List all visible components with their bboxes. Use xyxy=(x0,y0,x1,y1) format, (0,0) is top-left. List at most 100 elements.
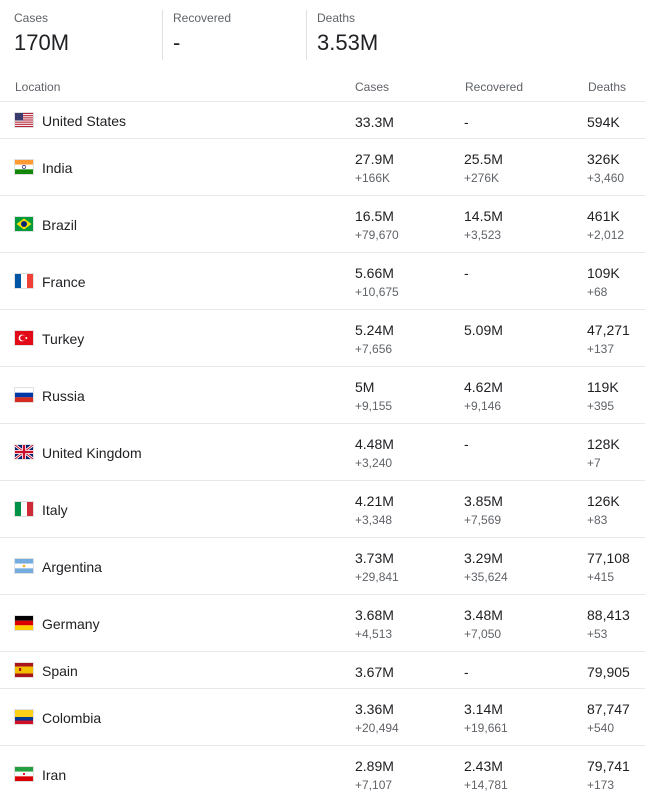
cases-delta: +20,494 xyxy=(355,721,399,735)
table-row[interactable]: Germany 3.68M +4,513 3.48M +7,050 88,413 +53 xyxy=(0,595,645,652)
recovered-value: 3.85M xyxy=(464,493,503,509)
table-row[interactable]: Italy 4.21M +3,348 3.85M +7,569 126K +83 xyxy=(0,481,645,538)
summary-cases-value: 170M xyxy=(14,30,70,55)
recovered-cell: - xyxy=(464,264,469,282)
recovered-value: 14.5M xyxy=(464,208,503,224)
iran-flag-icon xyxy=(14,766,34,782)
recovered-value: 3.14M xyxy=(464,701,503,717)
deaths-cell: 128K +7 xyxy=(587,435,620,471)
deaths-value: 128K xyxy=(587,436,620,452)
france-flag-icon xyxy=(14,273,34,289)
recovered-value: 25.5M xyxy=(464,151,503,167)
cases-cell: 2.89M +7,107 xyxy=(355,757,394,793)
recovered-cell: 3.48M +7,050 xyxy=(464,606,503,642)
table-row[interactable]: Spain 3.67M - 79,905 xyxy=(0,652,645,689)
location-name: Colombia xyxy=(42,710,102,726)
recovered-value: 4.62M xyxy=(464,379,503,395)
recovered-delta: +19,661 xyxy=(464,721,508,735)
header-location[interactable]: Location xyxy=(15,80,61,94)
header-deaths[interactable]: Deaths xyxy=(588,80,627,94)
deaths-delta: +7 xyxy=(587,456,601,470)
table-row[interactable]: Brazil 16.5M +79,670 14.5M +3,523 461K +2,012 xyxy=(0,196,645,253)
recovered-cell: 5.09M xyxy=(464,321,503,339)
summary-stats: Cases 170M Recovered - Deaths 3.53M xyxy=(0,0,645,64)
recovered-value: 3.29M xyxy=(464,550,503,566)
header-recovered[interactable]: Recovered xyxy=(465,80,524,94)
cases-delta: +4,513 xyxy=(355,627,393,641)
summary-deaths-value: 3.53M xyxy=(317,30,379,55)
germany-flag-icon xyxy=(14,615,34,631)
cases-cell: 5.66M +10,675 xyxy=(355,264,399,300)
table-row[interactable]: India 27.9M +166K 25.5M +276K 326K +3,460 xyxy=(0,139,645,196)
deaths-delta: +53 xyxy=(587,627,608,641)
cases-delta: +7,107 xyxy=(355,778,393,792)
recovered-delta: +35,624 xyxy=(464,570,508,584)
summary-recovered-value: - xyxy=(173,30,181,55)
deaths-delta: +83 xyxy=(587,513,608,527)
table-row[interactable]: Iran 2.89M +7,107 2.43M +14,781 79,741 +173 xyxy=(0,746,645,795)
recovered-value: - xyxy=(464,114,469,130)
colombia-flag-icon xyxy=(14,709,34,725)
deaths-value: 461K xyxy=(587,208,620,224)
deaths-value: 77,108 xyxy=(587,550,630,566)
recovered-cell: 3.14M +19,661 xyxy=(464,700,508,736)
location-table: Location Cases Recovered Deaths United S… xyxy=(0,74,645,795)
table-row[interactable]: United States 33.3M - 594K xyxy=(0,102,645,139)
cases-value: 3.67M xyxy=(355,664,394,680)
recovered-cell: 3.29M +35,624 xyxy=(464,549,508,585)
location-name: India xyxy=(42,160,73,176)
table-row[interactable]: France 5.66M +10,675 - 109K +68 xyxy=(0,253,645,310)
deaths-value: 47,271 xyxy=(587,322,630,338)
cases-value: 3.68M xyxy=(355,607,394,623)
cases-cell: 4.48M +3,240 xyxy=(355,435,394,471)
cases-delta: +7,656 xyxy=(355,342,393,356)
deaths-cell: 77,108 +415 xyxy=(587,549,630,585)
table-row[interactable]: United Kingdom 4.48M +3,240 - 128K +7 xyxy=(0,424,645,481)
deaths-cell: 461K +2,012 xyxy=(587,207,624,243)
cases-delta: +3,240 xyxy=(355,456,393,470)
cases-value: 16.5M xyxy=(355,208,394,224)
header-cases[interactable]: Cases xyxy=(355,80,390,94)
location-name: United Kingdom xyxy=(42,445,142,461)
recovered-delta: +7,569 xyxy=(464,513,502,527)
deaths-cell: 87,747 +540 xyxy=(587,700,630,736)
summary-deaths: Deaths 3.53M xyxy=(306,10,378,60)
deaths-value: 126K xyxy=(587,493,620,509)
deaths-cell: 119K +395 xyxy=(587,378,619,414)
table-row[interactable]: Russia 5M +9,155 4.62M +9,146 119K +395 xyxy=(0,367,645,424)
table-row[interactable]: Colombia 3.36M +20,494 3.14M +19,661 87,747 +5… xyxy=(0,689,645,746)
deaths-cell: 79,741 +173 xyxy=(587,757,630,793)
summary-recovered-label: Recovered xyxy=(173,11,232,25)
recovered-value: 3.48M xyxy=(464,607,503,623)
deaths-value: 88,413 xyxy=(587,607,630,623)
recovered-delta: +7,050 xyxy=(464,627,502,641)
recovered-value: - xyxy=(464,664,469,680)
deaths-delta: +173 xyxy=(587,778,615,792)
recovered-cell: 25.5M +276K xyxy=(464,150,503,186)
cases-value: 5.24M xyxy=(355,322,394,338)
table-row[interactable]: Argentina 3.73M +29,841 3.29M +35,624 77,108 +… xyxy=(0,538,645,595)
recovered-cell: - xyxy=(464,435,469,453)
recovered-cell: - xyxy=(464,113,469,131)
location-name: Brazil xyxy=(42,217,78,233)
table-row[interactable]: Turkey 5.24M +7,656 5.09M 47,271 +137 xyxy=(0,310,645,367)
location-name: Argentina xyxy=(42,559,102,575)
location-name: United States xyxy=(42,113,127,129)
location-name: Russia xyxy=(42,388,85,404)
cases-delta: +3,348 xyxy=(355,513,393,527)
brazil-flag-icon xyxy=(14,216,34,232)
summary-cases: Cases 170M xyxy=(14,10,69,60)
recovered-value: - xyxy=(464,265,469,281)
location-name: Iran xyxy=(42,767,67,783)
location-name: Germany xyxy=(42,616,100,632)
summary-deaths-label: Deaths xyxy=(317,11,356,25)
italy-flag-icon xyxy=(14,501,34,517)
location-name: France xyxy=(42,274,86,290)
cases-delta: +9,155 xyxy=(355,399,393,413)
us-flag-icon xyxy=(14,112,34,128)
recovered-value: - xyxy=(464,436,469,452)
russia-flag-icon xyxy=(14,387,34,403)
turkey-flag-icon xyxy=(14,330,34,346)
recovered-delta: +14,781 xyxy=(464,778,508,792)
cases-cell: 4.21M +3,348 xyxy=(355,492,394,528)
